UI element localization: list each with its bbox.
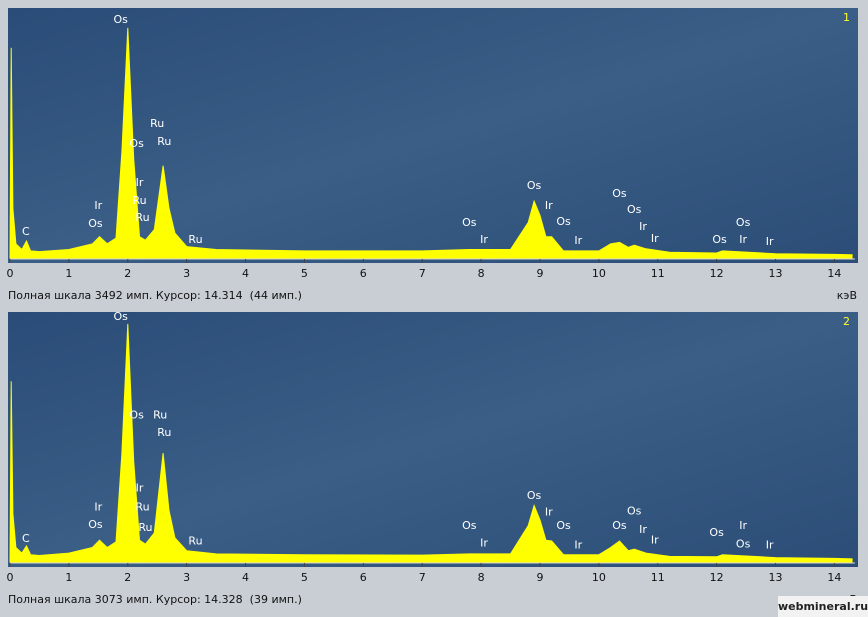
status-line: Полная шкала 3492 имп. Курсор: 14.314 (4…: [8, 289, 302, 302]
element-label: Ru: [153, 408, 167, 421]
element-label: Ir: [739, 519, 747, 532]
x-tick-label: 12: [710, 267, 724, 280]
element-label: Ir: [136, 482, 144, 495]
x-tick-label: 4: [242, 571, 249, 584]
status-line: Полная шкала 3073 имп. Курсор: 14.328 (3…: [8, 593, 302, 606]
element-label: Ir: [480, 536, 488, 549]
element-label: Ru: [150, 117, 164, 130]
element-label: Os: [527, 179, 542, 192]
x-unit: кэВ: [837, 289, 857, 302]
x-tick-label: 4: [242, 267, 249, 280]
element-label: Ir: [545, 505, 553, 518]
x-tick-label: 3: [183, 571, 190, 584]
element-label: Os: [527, 489, 542, 502]
element-label: Ir: [651, 232, 659, 245]
element-label: Os: [129, 137, 144, 150]
element-label: Ru: [138, 521, 152, 534]
spectrum: [9, 27, 853, 259]
element-label: Ir: [136, 176, 144, 189]
element-label: Ir: [94, 199, 102, 212]
watermark-bg: [778, 596, 868, 617]
x-tick-label: 0: [7, 571, 14, 584]
x-tick-label: 13: [769, 267, 783, 280]
x-tick-label: 7: [419, 267, 426, 280]
x-tick-label: 1: [65, 571, 72, 584]
x-tick-label: 11: [651, 571, 665, 584]
element-label: Os: [88, 518, 103, 531]
element-label: Os: [627, 504, 642, 517]
element-label: Ru: [132, 194, 146, 207]
element-label: Os: [88, 217, 103, 230]
x-tick-label: 9: [536, 267, 543, 280]
x-tick-label: 0: [7, 267, 14, 280]
element-label: Os: [736, 537, 751, 550]
x-tick-label: 6: [360, 267, 367, 280]
element-label: Os: [612, 187, 627, 200]
element-label: Ir: [545, 199, 553, 212]
x-tick-label: 14: [827, 267, 841, 280]
x-tick-label: 5: [301, 571, 308, 584]
x-tick-label: 14: [827, 571, 841, 584]
element-label: Os: [556, 519, 571, 532]
x-tick-label: 7: [419, 571, 426, 584]
element-label: Os: [556, 215, 571, 228]
x-tick-label: 9: [536, 571, 543, 584]
element-label: Os: [114, 310, 129, 323]
x-tick-label: 2: [124, 267, 131, 280]
x-tick-label: 1: [65, 267, 72, 280]
element-label: Os: [462, 216, 477, 229]
element-label: Ir: [94, 500, 102, 513]
spectrum: [9, 323, 853, 563]
x-tick-label: 6: [360, 571, 367, 584]
element-label: Ru: [157, 135, 171, 148]
element-label: C: [22, 532, 30, 545]
x-tick-label: 10: [592, 267, 606, 280]
element-label: Os: [462, 519, 477, 532]
element-label: Ir: [480, 233, 488, 246]
x-tick-label: 10: [592, 571, 606, 584]
element-label: Ru: [135, 211, 149, 224]
element-label: Os: [736, 216, 751, 229]
x-tick-label: 12: [710, 571, 724, 584]
element-label: Os: [612, 519, 627, 532]
element-label: Os: [129, 408, 144, 421]
element-label: Os: [114, 13, 129, 26]
element-label: Ru: [188, 233, 202, 246]
element-label: Ru: [188, 534, 202, 547]
x-tick-label: 2: [124, 571, 131, 584]
plot-area: [8, 8, 858, 263]
element-label: Ir: [766, 235, 774, 248]
x-tick-label: 5: [301, 267, 308, 280]
x-tick-label: 11: [651, 267, 665, 280]
element-label: Ir: [639, 220, 647, 233]
element-label: Ir: [766, 538, 774, 551]
x-tick-label: 3: [183, 267, 190, 280]
element-label: Ir: [651, 533, 659, 546]
element-label: Os: [627, 203, 642, 216]
x-tick-label: 13: [769, 571, 783, 584]
element-label: Ir: [574, 234, 582, 247]
x-tick-label: 8: [478, 267, 485, 280]
element-label: C: [22, 225, 30, 238]
element-label: Ir: [639, 523, 647, 536]
panel-number: 1: [843, 11, 850, 24]
element-label: Ru: [157, 426, 171, 439]
panel-number: 2: [843, 315, 850, 328]
x-tick-label: 8: [478, 571, 485, 584]
plot-area: [8, 312, 858, 567]
element-label: Os: [709, 526, 724, 539]
watermark: webmineral.ru: [778, 600, 868, 613]
element-label: Ru: [135, 500, 149, 513]
element-label: Os: [712, 233, 727, 246]
element-label: Ir: [739, 233, 747, 246]
element-label: Ir: [574, 538, 582, 551]
